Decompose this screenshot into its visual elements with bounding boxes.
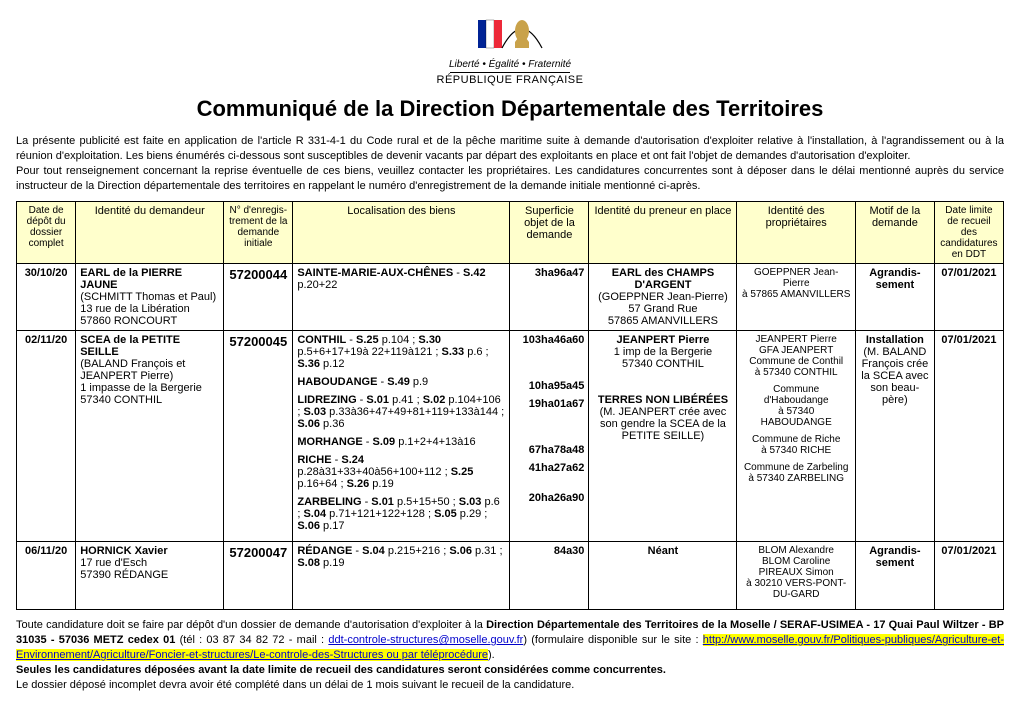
table-row: 02/11/20SCEA de la PETITE SEILLE(BALAND … bbox=[17, 331, 1004, 542]
cell-limite: 07/01/2021 bbox=[934, 542, 1003, 610]
footer-p1-pre: Toute candidature doit se faire par dépô… bbox=[16, 619, 486, 631]
col-num: N° d'enregis-trement de la demande initi… bbox=[224, 202, 293, 264]
footer-block: Toute candidature doit se faire par dépô… bbox=[16, 618, 1004, 692]
cell-preneur: Néant bbox=[589, 542, 737, 610]
cell-localisation: RÉDANGE - S.04 p.215+216 ; S.06 p.31 ; S… bbox=[293, 542, 510, 610]
col-surf: Superficie objet de la demande bbox=[510, 202, 589, 264]
cell-superficie: 103ha46a6010ha95a4519ha01a6767ha78a4841h… bbox=[510, 331, 589, 542]
cell-localisation: CONTHIL - S.25 p.104 ; S.30 p.5+6+17+19à… bbox=[293, 331, 510, 542]
footer-p1: Toute candidature doit se faire par dépô… bbox=[16, 618, 1004, 663]
cell-demandeur: HORNICK Xavier17 rue d'Esch57390 RÉDANGE bbox=[76, 542, 224, 610]
cell-localisation: SAINTE-MARIE-AUX-CHÊNES - S.42 p.20+22 bbox=[293, 264, 510, 331]
cell-motif: Agrandis-sement bbox=[855, 264, 934, 331]
cell-limite: 07/01/2021 bbox=[934, 331, 1003, 542]
cell-proprietaires: BLOM AlexandreBLOM CarolinePIREAUX Simon… bbox=[737, 542, 855, 610]
col-limite: Date limite de recueil des candidatures … bbox=[934, 202, 1003, 264]
cell-date: 30/10/20 bbox=[17, 264, 76, 331]
rf-logo bbox=[440, 14, 580, 54]
col-preneur: Identité du preneur en place bbox=[589, 202, 737, 264]
footer-p3: Le dossier déposé incomplet devra avoir … bbox=[16, 678, 1004, 693]
footer-p2: Seules les candidatures déposées avant l… bbox=[16, 663, 1004, 678]
country-name: RÉPUBLIQUE FRANÇAISE bbox=[16, 74, 1004, 86]
col-motif: Motif de la demande bbox=[855, 202, 934, 264]
motto-separator bbox=[450, 72, 570, 73]
page-title: Communiqué de la Direction Départemental… bbox=[16, 96, 1004, 122]
cell-proprietaires: GOEPPNER Jean-Pierreà 57865 AMANVILLERS bbox=[737, 264, 855, 331]
table-header-row: Date de dépôt du dossier complet Identit… bbox=[17, 202, 1004, 264]
cell-date: 06/11/20 bbox=[17, 542, 76, 610]
cell-num: 57200044 bbox=[224, 264, 293, 331]
cell-proprietaires: JEANPERT PierreGFA JEANPERTCommune de Co… bbox=[737, 331, 855, 542]
col-date: Date de dépôt du dossier complet bbox=[17, 202, 76, 264]
cell-date: 02/11/20 bbox=[17, 331, 76, 542]
footer-email-link[interactable]: ddt-controle-structures@moselle.gouv.fr bbox=[328, 634, 523, 646]
col-loc: Localisation des biens bbox=[293, 202, 510, 264]
cell-num: 57200045 bbox=[224, 331, 293, 542]
table-row: 30/10/20EARL de la PIERRE JAUNE(SCHMITT … bbox=[17, 264, 1004, 331]
cell-demandeur: SCEA de la PETITE SEILLE(BALAND François… bbox=[76, 331, 224, 542]
logo-block: Liberté • Égalité • Fraternité RÉPUBLIQU… bbox=[16, 14, 1004, 86]
cell-preneur: JEANPERT Pierre1 imp de la Bergerie57340… bbox=[589, 331, 737, 542]
data-table: Date de dépôt du dossier complet Identit… bbox=[16, 201, 1004, 610]
cell-motif: Installation(M. BALAND François crée la … bbox=[855, 331, 934, 542]
motto: Liberté • Égalité • Fraternité bbox=[16, 59, 1004, 70]
cell-motif: Agrandis-sement bbox=[855, 542, 934, 610]
cell-num: 57200047 bbox=[224, 542, 293, 610]
intro-paragraph: La présente publicité est faite en appli… bbox=[16, 134, 1004, 193]
footer-p1-tel: (tél : 03 87 34 82 72 - mail : bbox=[175, 634, 328, 646]
cell-superficie: 3ha96a47 bbox=[510, 264, 589, 331]
footer-p1-end: ). bbox=[488, 649, 495, 661]
cell-limite: 07/01/2021 bbox=[934, 264, 1003, 331]
col-dem: Identité du demandeur bbox=[76, 202, 224, 264]
footer-p1-post: ) (formulaire disponible sur le site : bbox=[523, 634, 702, 646]
table-row: 06/11/20HORNICK Xavier17 rue d'Esch57390… bbox=[17, 542, 1004, 610]
cell-demandeur: EARL de la PIERRE JAUNE(SCHMITT Thomas e… bbox=[76, 264, 224, 331]
cell-superficie: 84a30 bbox=[510, 542, 589, 610]
col-proprio: Identité des propriétaires bbox=[737, 202, 855, 264]
cell-preneur: EARL des CHAMPS D'ARGENT(GOEPPNER Jean-P… bbox=[589, 264, 737, 331]
